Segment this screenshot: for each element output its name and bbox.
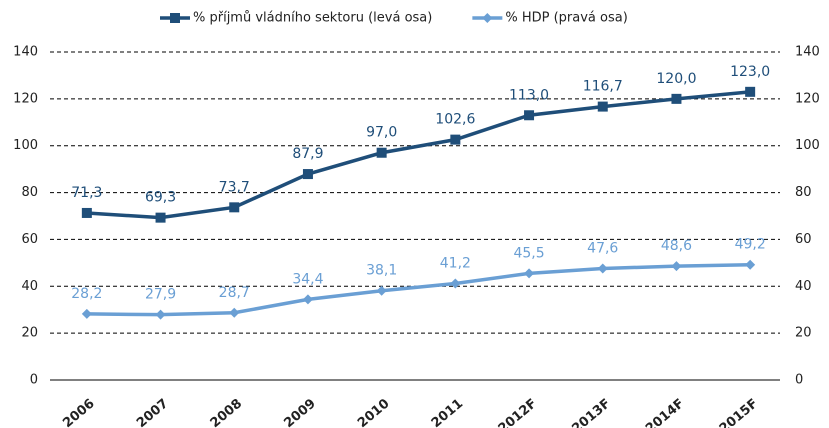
- point: [597, 101, 608, 112]
- point: [524, 268, 535, 279]
- data-label: 87,9: [292, 146, 323, 162]
- data-label: 102,6: [435, 112, 475, 128]
- point: [81, 207, 92, 218]
- point: [229, 202, 240, 213]
- point: [745, 259, 756, 270]
- point: [671, 93, 682, 104]
- legend-marker: [170, 13, 180, 23]
- data-label: 123,0: [730, 64, 770, 80]
- point: [81, 308, 92, 319]
- x-tick-label: 2010: [355, 396, 392, 428]
- y-tick-label: 80: [21, 185, 38, 200]
- x-tick-label: 2007: [134, 396, 171, 428]
- y-tick-label: 40: [21, 279, 38, 294]
- y-tick-label: 140: [13, 45, 38, 60]
- y-tick-label: 20: [21, 326, 38, 341]
- legend-marker: [482, 13, 493, 23]
- x-tick-label: 2009: [281, 396, 318, 428]
- data-label: 27,9: [145, 287, 176, 303]
- data-label: 38,1: [366, 263, 397, 279]
- y2-tick-label: 140: [795, 45, 820, 60]
- point: [376, 147, 387, 158]
- data-label: 41,2: [440, 255, 471, 271]
- point: [302, 294, 313, 305]
- point: [155, 309, 166, 320]
- x-tick-label: 2012F: [496, 396, 540, 428]
- series-line: [86, 262, 751, 317]
- point: [376, 285, 387, 296]
- data-label: 28,7: [219, 285, 250, 301]
- y2-tick-label: 100: [795, 138, 820, 153]
- x-tick-label: 2011: [429, 396, 466, 428]
- y-tick-label: 0: [30, 373, 38, 388]
- point: [302, 169, 313, 180]
- data-label: 69,3: [145, 190, 176, 206]
- y2-tick-label: 80: [795, 185, 812, 200]
- data-label: 97,0: [366, 125, 397, 141]
- y2-tick-label: 40: [795, 279, 812, 294]
- data-label: 47,6: [587, 240, 618, 256]
- data-label: 113,0: [509, 87, 549, 103]
- y-tick-label: 120: [13, 91, 38, 106]
- x-tick-label: 2013F: [569, 396, 613, 428]
- point: [671, 261, 682, 272]
- point: [229, 307, 240, 318]
- point: [597, 263, 608, 274]
- data-label: 73,7: [219, 179, 250, 195]
- series-line: [86, 90, 751, 220]
- data-label: 28,2: [71, 286, 102, 302]
- y2-tick-label: 60: [795, 232, 812, 247]
- y-tick-label: 60: [21, 232, 38, 247]
- point: [524, 110, 535, 121]
- point: [745, 86, 756, 97]
- x-tick-label: 2006: [60, 396, 97, 428]
- y2-tick-label: 0: [795, 373, 803, 388]
- y-tick-label: 100: [13, 138, 38, 153]
- point: [155, 212, 166, 223]
- data-label: 49,2: [735, 237, 766, 253]
- legend-label: % HDP (pravá osa): [505, 11, 627, 26]
- data-label: 45,5: [513, 245, 544, 261]
- point: [450, 134, 461, 145]
- data-label: 34,4: [292, 271, 323, 287]
- y2-tick-label: 20: [795, 326, 812, 341]
- point: [450, 278, 461, 289]
- y2-tick-label: 120: [795, 91, 820, 106]
- data-label: 116,7: [583, 79, 623, 95]
- x-tick-label: 2008: [208, 396, 245, 428]
- data-label: 71,3: [71, 185, 102, 201]
- x-tick-label: 2014F: [643, 396, 687, 428]
- x-tick-label: 2015F: [717, 396, 761, 428]
- legend-label: % příjmů vládního sektoru (levá osa): [193, 11, 432, 26]
- data-label: 48,6: [661, 238, 692, 254]
- data-label: 120,0: [656, 71, 696, 87]
